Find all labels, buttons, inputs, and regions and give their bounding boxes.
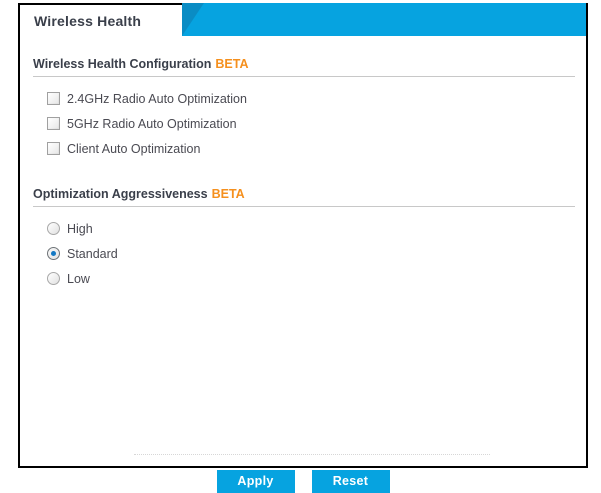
section-title: Optimization Aggressiveness <box>33 187 208 201</box>
checkbox-label: 2.4GHz Radio Auto Optimization <box>67 91 247 106</box>
checkbox-row-24ghz-radio-auto-optimization[interactable]: 2.4GHz Radio Auto Optimization <box>47 86 575 111</box>
footer-button-bar: Apply Reset <box>20 470 586 493</box>
tab-strip: Wireless Health <box>20 3 586 36</box>
radio-group-aggressiveness: High Standard Low <box>33 207 575 291</box>
tab-wireless-health[interactable]: Wireless Health <box>20 3 182 36</box>
apply-button[interactable]: Apply <box>216 470 295 493</box>
checkbox-label: Client Auto Optimization <box>67 141 201 156</box>
panel-body: Wireless Health Configuration BETA 2.4GHz… <box>20 36 586 493</box>
radio-row-standard[interactable]: Standard <box>47 241 575 266</box>
footer-separator <box>134 454 490 455</box>
radio-row-low[interactable]: Low <box>47 266 575 291</box>
radio-row-high[interactable]: High <box>47 216 575 241</box>
checkbox-label: 5GHz Radio Auto Optimization <box>67 116 237 131</box>
radio-standard[interactable] <box>47 247 60 260</box>
beta-badge: BETA <box>211 187 245 201</box>
radio-label: Standard <box>67 246 118 261</box>
section-header: Wireless Health Configuration BETA <box>33 57 575 77</box>
section-header: Optimization Aggressiveness BETA <box>33 187 575 207</box>
section-title: Wireless Health Configuration <box>33 57 212 71</box>
radio-label: High <box>67 221 93 236</box>
reset-button[interactable]: Reset <box>311 470 390 493</box>
tab-notch-triangle <box>182 3 204 36</box>
section-optimization-aggressiveness: Optimization Aggressiveness BETA High Sta… <box>33 187 575 291</box>
checkbox-group: 2.4GHz Radio Auto Optimization 5GHz Radi… <box>33 77 575 161</box>
radio-low[interactable] <box>47 272 60 285</box>
radio-high[interactable] <box>47 222 60 235</box>
checkbox-client-auto-optimization[interactable] <box>47 142 60 155</box>
tab-strip-fill <box>182 3 586 36</box>
checkbox-row-5ghz-radio-auto-optimization[interactable]: 5GHz Radio Auto Optimization <box>47 111 575 136</box>
checkbox-row-client-auto-optimization[interactable]: Client Auto Optimization <box>47 136 575 161</box>
section-wireless-health-configuration: Wireless Health Configuration BETA 2.4GHz… <box>33 57 575 161</box>
checkbox-24ghz-radio-auto-optimization[interactable] <box>47 92 60 105</box>
wireless-health-panel: Wireless Health Wireless Health Configur… <box>18 3 588 493</box>
checkbox-5ghz-radio-auto-optimization[interactable] <box>47 117 60 130</box>
radio-label: Low <box>67 271 90 286</box>
beta-badge: BETA <box>215 57 249 71</box>
tab-label: Wireless Health <box>34 12 142 29</box>
